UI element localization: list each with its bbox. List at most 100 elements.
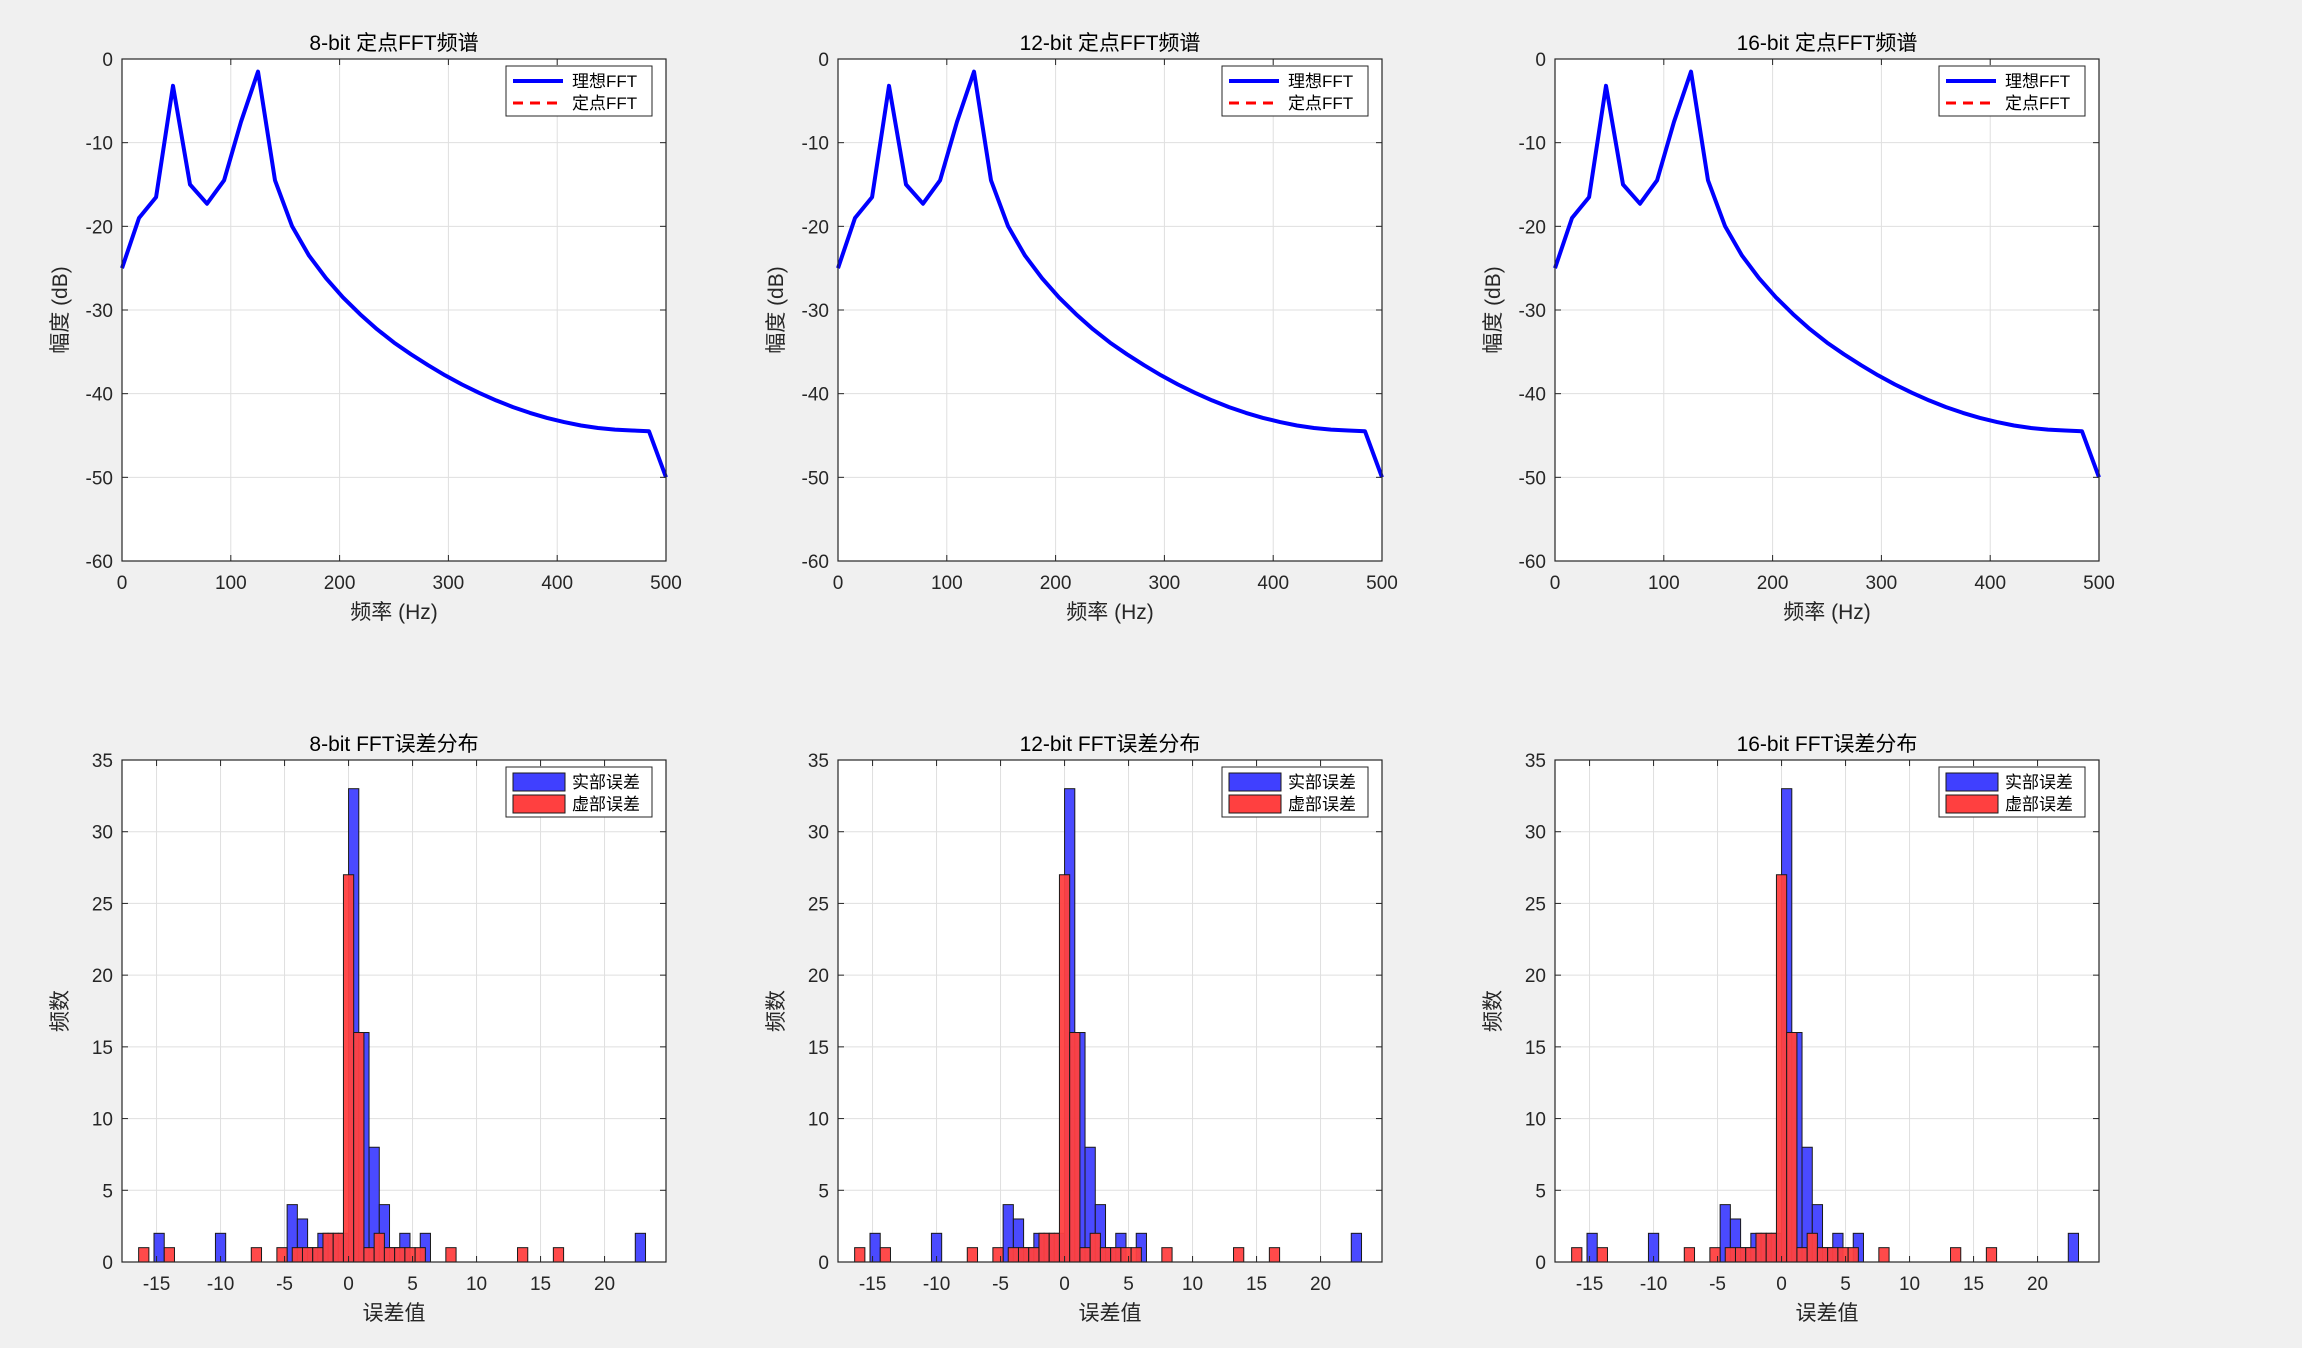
- x-tick-label: 100: [931, 573, 963, 594]
- imag-error-bar-11: [363, 1247, 375, 1263]
- x-tick-label: 10: [1182, 1274, 1203, 1295]
- y-tick-label: 5: [1535, 1181, 1546, 1202]
- imag-error-bar-9: [1775, 874, 1788, 1263]
- series-line-ideal-fft: [1553, 69, 2101, 478]
- x-tick-label: -15: [1576, 1274, 1603, 1295]
- imag-error-bar-17: [1878, 1247, 1890, 1263]
- imag-error-bar-13: [1099, 1247, 1112, 1263]
- x-tick-label: 300: [1149, 573, 1181, 594]
- x-tick-label: 20: [2027, 1274, 2048, 1295]
- series-line-ideal-fft: [836, 69, 1384, 478]
- imag-error-bar-7: [1755, 1232, 1767, 1263]
- imag-error-bar-3: [1709, 1247, 1721, 1263]
- chart-title: 8-bit 定点FFT频谱: [309, 32, 478, 55]
- y-tick-label: 0: [1535, 1253, 1546, 1274]
- imag-error-bar-7: [322, 1232, 334, 1263]
- y-tick-label: 10: [808, 1110, 829, 1131]
- chart-title: 12-bit 定点FFT频谱: [1020, 32, 1201, 55]
- y-tick-label: 0: [818, 50, 829, 71]
- y-tick-label: 0: [102, 50, 113, 71]
- y-tick-label: -50: [86, 468, 113, 489]
- imag-error-bar-19: [1985, 1247, 1998, 1263]
- x-tick-label: 0: [833, 573, 844, 594]
- x-tick-label: 500: [650, 573, 682, 594]
- y-tick-label: -10: [802, 134, 829, 155]
- y-tick-label: 0: [1535, 50, 1546, 71]
- imag-error-bar-6: [312, 1247, 324, 1263]
- y-tick-label: 30: [92, 823, 113, 844]
- x-tick-label: 500: [1366, 573, 1398, 594]
- y-tick-label: -30: [86, 301, 113, 322]
- imag-error-bar-11: [1796, 1247, 1808, 1263]
- y-tick-label: -20: [802, 217, 829, 238]
- imag-error-bar-14: [394, 1247, 406, 1263]
- imag-error-bar-12: [1806, 1232, 1818, 1263]
- imag-error-bar-3: [992, 1247, 1004, 1263]
- imag-error-bar-14: [1110, 1247, 1122, 1263]
- y-tick-label: -40: [1519, 385, 1546, 406]
- y-axis-label: 频数: [1482, 990, 1505, 1032]
- x-tick-label: 5: [407, 1274, 418, 1295]
- x-tick-label: 20: [594, 1274, 615, 1295]
- imag-error-bar-17: [445, 1247, 457, 1263]
- x-tick-label: 100: [215, 573, 247, 594]
- y-tick-label: 25: [1525, 894, 1546, 915]
- y-tick-label: -10: [86, 134, 113, 155]
- imag-error-bar-16: [414, 1247, 426, 1263]
- x-tick-label: -15: [859, 1274, 886, 1295]
- y-tick-label: -50: [802, 468, 829, 489]
- x-tick-label: 10: [1899, 1274, 1920, 1295]
- legend-label: 实部误差: [1288, 773, 1356, 792]
- imag-error-bar-9: [342, 874, 355, 1263]
- y-tick-label: -40: [86, 385, 113, 406]
- imag-error-bar-9: [1058, 874, 1071, 1263]
- y-tick-label: 0: [102, 1253, 113, 1274]
- imag-error-bar-5: [1734, 1247, 1747, 1263]
- x-axis-label: 频率 (Hz): [1783, 601, 1871, 624]
- legend-swatch-imag-error: [1945, 794, 1999, 814]
- imag-error-bar-12: [1089, 1232, 1101, 1263]
- real-error-bar-0: [1586, 1232, 1598, 1263]
- x-tick-label: -10: [207, 1274, 234, 1295]
- axes-box: [1554, 759, 2100, 1263]
- x-tick-label: 300: [1866, 573, 1898, 594]
- x-tick-label: 20: [1310, 1274, 1331, 1295]
- imag-error-bar-0: [854, 1247, 866, 1263]
- legend-box: [1938, 65, 2086, 117]
- y-tick-label: 30: [808, 823, 829, 844]
- x-tick-label: -5: [276, 1274, 293, 1295]
- x-tick-label: 15: [530, 1274, 551, 1295]
- imag-error-bar-2: [250, 1247, 263, 1263]
- axes-box: [121, 759, 667, 1263]
- legend-box: [505, 65, 653, 117]
- imag-error-bar-4: [1724, 1247, 1736, 1263]
- x-tick-label: 15: [1246, 1274, 1267, 1295]
- imag-error-bar-8: [1765, 1232, 1777, 1263]
- y-tick-label: 15: [808, 1038, 829, 1059]
- imag-error-bar-6: [1028, 1247, 1040, 1263]
- imag-error-bar-1: [1596, 1247, 1608, 1263]
- imag-error-bar-1: [879, 1247, 891, 1263]
- legend-swatch-real-error: [1228, 772, 1282, 792]
- y-tick-label: -50: [1519, 468, 1546, 489]
- chart-title: 16-bit FFT误差分布: [1737, 733, 1918, 756]
- x-tick-label: -5: [1709, 1274, 1726, 1295]
- y-tick-label: -60: [86, 552, 113, 573]
- legend-box: [1221, 65, 1369, 117]
- legend-label: 虚部误差: [2005, 795, 2073, 814]
- imag-error-bar-2: [966, 1247, 979, 1263]
- y-axis-label: 频数: [765, 990, 788, 1032]
- y-tick-label: 25: [808, 894, 829, 915]
- x-tick-label: 10: [466, 1274, 487, 1295]
- x-tick-label: -5: [992, 1274, 1009, 1295]
- legend: 理想FFT 定点FFT: [505, 65, 653, 117]
- axes-box: [837, 759, 1383, 1263]
- real-error-bar-15: [2067, 1232, 2080, 1263]
- legend-label: 理想FFT: [2005, 72, 2070, 91]
- y-tick-label: 20: [808, 966, 829, 987]
- y-axis-label: 幅度 (dB): [1482, 266, 1505, 354]
- x-tick-label: 0: [117, 573, 128, 594]
- x-tick-label: 300: [433, 573, 465, 594]
- chart-title: 12-bit FFT误差分布: [1020, 733, 1201, 756]
